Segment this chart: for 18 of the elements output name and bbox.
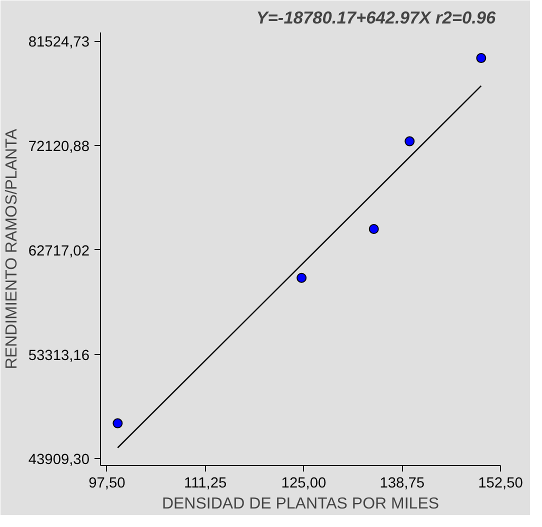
chart-title: Y=-18780.17+642.97X r2=0.96 — [256, 8, 496, 28]
y-tick-label: 81524,73 — [28, 34, 90, 51]
y-tick-label: 72120,88 — [28, 139, 90, 156]
point — [112, 418, 123, 428]
x-tick-label: 152,50 — [478, 476, 523, 492]
y-axis-title: RENDIMIENTO RAMOS/PLANTA — [3, 128, 20, 370]
y-tick-label: 43909,30 — [28, 452, 90, 468]
y-tick-label: 62717,02 — [28, 243, 90, 260]
x-tick-label: 138,75 — [380, 476, 425, 492]
point — [296, 272, 307, 283]
point — [404, 136, 415, 146]
y-tick-label: 53313,16 — [28, 348, 90, 364]
x-tick-label: 111,25 — [184, 476, 227, 492]
point — [368, 224, 379, 234]
point — [476, 53, 486, 64]
x-tick-label: 125,00 — [281, 476, 326, 492]
x-axis-title: DENSIDAD DE PLANTAS POR MILES — [162, 496, 440, 512]
x-tick-label: 97,50 — [88, 476, 126, 492]
